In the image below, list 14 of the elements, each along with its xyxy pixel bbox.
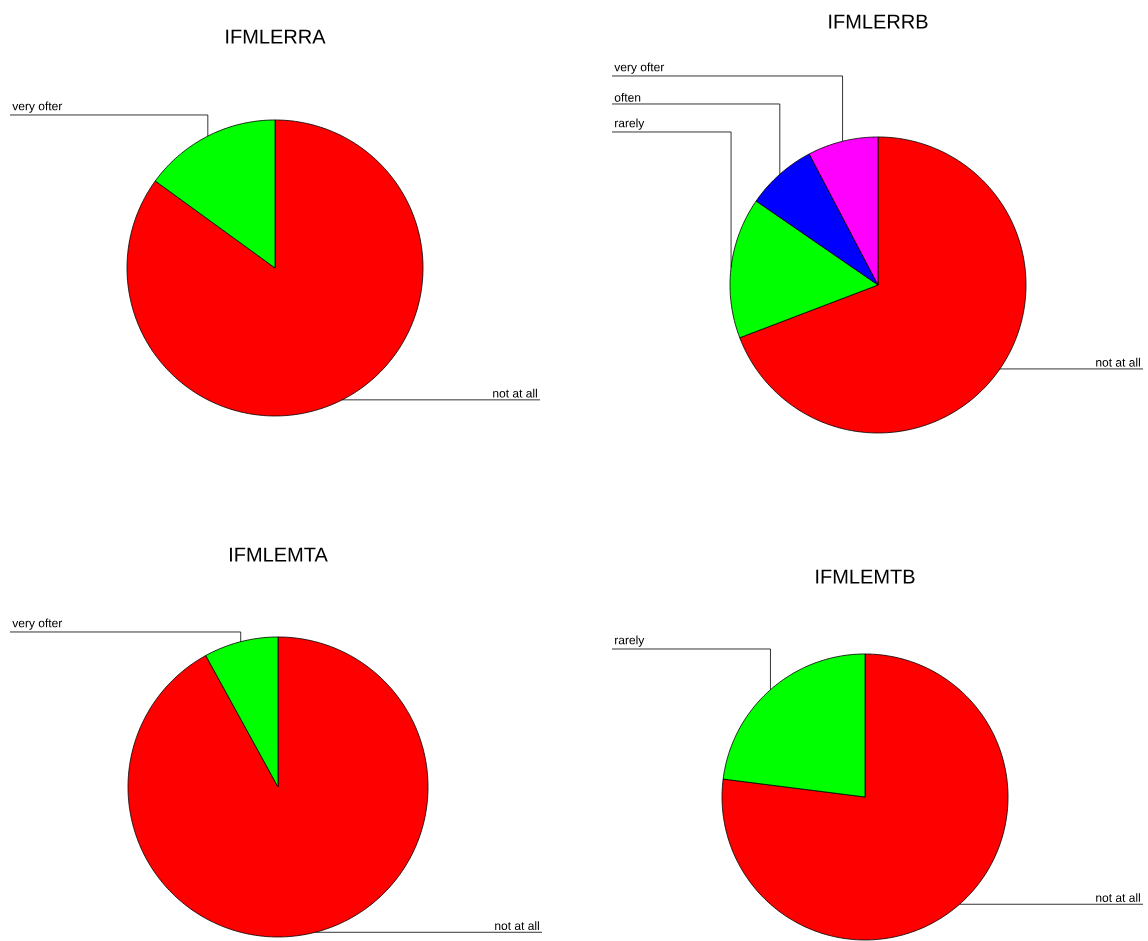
slice-label: very ofter [614,62,665,74]
slice-label: rarely [615,118,645,130]
chart-title: IFMLEMTA [230,547,328,562]
slice-label: not at all [1096,357,1140,367]
chart-title: IFMLERRA [226,29,326,44]
slice-label: often [614,92,641,102]
chart-title: IFMLERRB [829,14,928,29]
chart-title: IFMLEMTB [816,569,915,584]
slice-label: not at all [493,388,537,398]
slice-label: very ofter [12,618,63,630]
slice-label: not at all [1096,893,1140,902]
slice-label: not at all [495,921,539,931]
slice-label: rarely [615,635,645,647]
slice-label: very ofter [12,101,63,113]
